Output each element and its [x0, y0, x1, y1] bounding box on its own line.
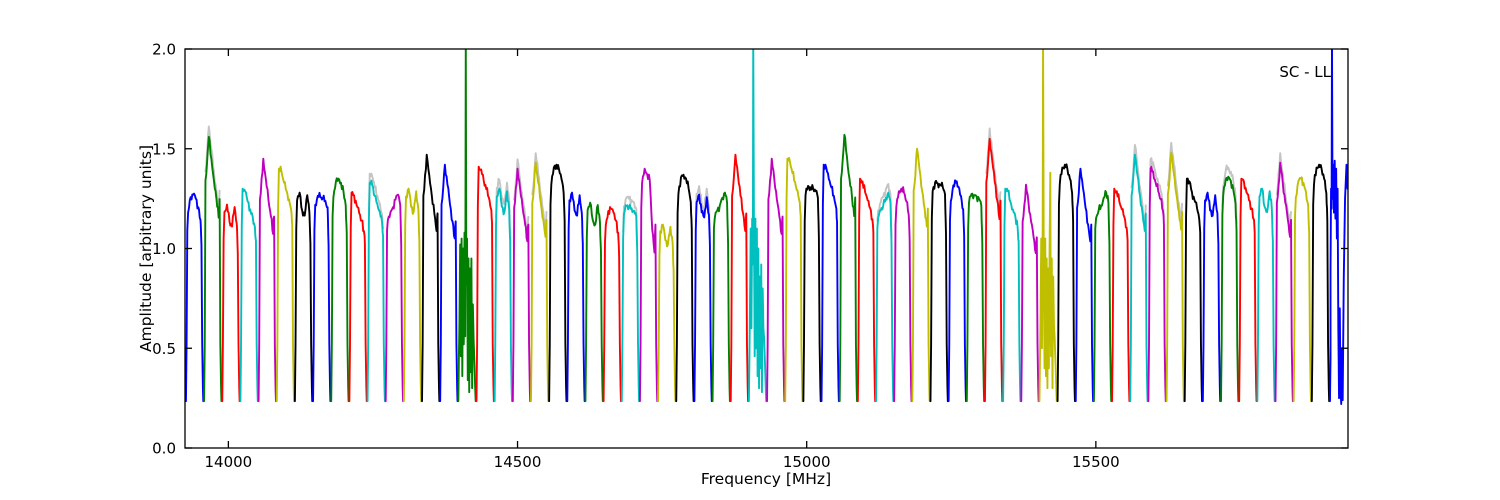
axis-ticks — [185, 48, 1348, 449]
subband-trace-43 — [965, 192, 986, 403]
axis-tick-labels: 14000 14500 15000 15500 0.0 0.5 1.0 1.5 2.0 — [152, 41, 1120, 472]
subband-trace-28 — [693, 193, 713, 403]
y-tick-label: 0.5 — [152, 340, 176, 358]
subband-trace-45 — [1002, 187, 1022, 403]
y-tick-label: 0.0 — [152, 440, 176, 458]
subband-trace-51 — [1111, 187, 1131, 403]
subband-trace-49 — [1074, 167, 1095, 403]
subband-trace-3 — [239, 187, 259, 403]
subband-curves — [185, 49, 1348, 406]
subband-trace-40 — [911, 147, 931, 403]
subband-trace-36 — [838, 133, 858, 403]
subband-trace-56 — [1201, 191, 1222, 403]
subband-trace-15 — [457, 49, 477, 403]
subband-trace-57 — [1220, 175, 1240, 403]
subband-trace-41 — [929, 179, 949, 403]
subband-trace-4 — [257, 157, 277, 403]
ghost-trace — [1148, 157, 1165, 218]
subband-trace-47 — [1038, 49, 1058, 403]
subband-trace-59 — [1256, 187, 1276, 403]
subband-trace-11 — [384, 193, 404, 403]
subband-trace-19 — [530, 161, 550, 403]
x-tick-label: 15500 — [1072, 453, 1120, 471]
subband-trace-2 — [221, 203, 241, 403]
ghost-trace — [622, 195, 639, 248]
subband-trace-63 — [1329, 49, 1348, 406]
subband-trace-18 — [511, 167, 532, 403]
subband-trace-42 — [947, 179, 967, 403]
subband-trace-6 — [293, 191, 314, 403]
subband-trace-5 — [275, 165, 296, 403]
subband-trace-25 — [638, 167, 659, 403]
ghost-trace — [876, 183, 893, 238]
subband-trace-21 — [566, 191, 586, 403]
y-axis-label: Amplitude [arbitrary units] — [137, 145, 155, 352]
subband-trace-16 — [475, 165, 495, 403]
subband-trace-7 — [312, 191, 332, 403]
subband-trace-48 — [1056, 163, 1076, 403]
subband-trace-29 — [711, 191, 731, 403]
subband-trace-31 — [747, 49, 768, 403]
subband-trace-52 — [1129, 153, 1149, 403]
subband-trace-39 — [893, 186, 913, 403]
ghost-trace — [1221, 164, 1238, 225]
subband-trace-53 — [1147, 165, 1167, 403]
subband-trace-38 — [875, 191, 895, 403]
subband-trace-60 — [1274, 161, 1294, 403]
subband-trace-50 — [1092, 190, 1113, 403]
subband-trace-55 — [1183, 177, 1203, 403]
x-tick-label: 14000 — [205, 453, 253, 471]
x-axis-label: Frequency [MHz] — [701, 470, 831, 488]
subband-trace-30 — [729, 153, 750, 403]
y-tick-label: 1.5 — [152, 140, 176, 158]
subband-trace-54 — [1165, 151, 1185, 403]
subband-trace-8 — [330, 177, 350, 403]
subband-trace-27 — [675, 173, 695, 403]
subband-trace-17 — [493, 187, 513, 403]
subband-trace-9 — [348, 191, 368, 403]
subband-trace-58 — [1238, 177, 1258, 403]
subband-trace-35 — [820, 163, 840, 403]
subband-trace-12 — [402, 187, 423, 403]
ghost-trace — [367, 172, 385, 230]
y-tick-label: 1.0 — [152, 240, 176, 258]
ghost-trace — [495, 177, 512, 235]
y-tick-label: 2.0 — [152, 41, 176, 59]
annotation-sc-ll: SC - LL — [1279, 63, 1331, 81]
x-tick-label: 14500 — [494, 453, 542, 471]
x-tick-label: 15000 — [783, 453, 831, 471]
subband-trace-23 — [602, 206, 622, 403]
subband-trace-22 — [584, 201, 604, 403]
subband-trace-44 — [984, 137, 1004, 403]
subband-trace-14 — [439, 163, 459, 403]
subband-trace-1 — [203, 135, 223, 403]
subband-trace-13 — [421, 153, 441, 403]
subband-trace-46 — [1020, 183, 1040, 403]
subband-trace-61 — [1292, 176, 1312, 403]
subband-trace-24 — [620, 203, 641, 403]
subband-trace-10 — [366, 179, 386, 403]
subband-trace-32 — [766, 157, 786, 403]
subband-trace-26 — [657, 223, 677, 403]
subband-trace-0 — [185, 192, 205, 403]
subband-trace-37 — [856, 177, 877, 403]
subband-trace-34 — [802, 184, 822, 403]
subband-trace-20 — [548, 163, 568, 403]
subband-trace-33 — [784, 156, 804, 403]
ghost-trace — [694, 185, 711, 240]
subband-trace-62 — [1310, 163, 1331, 403]
